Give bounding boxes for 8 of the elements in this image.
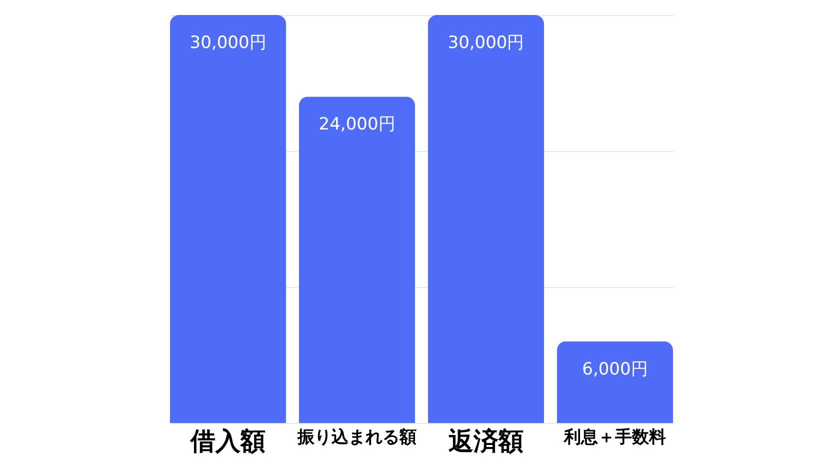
x-tick-label: 借入額 — [190, 426, 266, 456]
data-label: 6,000円 — [582, 359, 648, 380]
x-tick-label: 利息＋手数料 — [562, 428, 666, 448]
data-label: 30,000円 — [448, 33, 524, 53]
x-tick-label: 返済額 — [447, 426, 524, 456]
data-label: 30,000円 — [190, 33, 266, 53]
x-tick-label: 振り込まれる額 — [296, 428, 417, 448]
data-label: 24,000円 — [318, 114, 396, 135]
